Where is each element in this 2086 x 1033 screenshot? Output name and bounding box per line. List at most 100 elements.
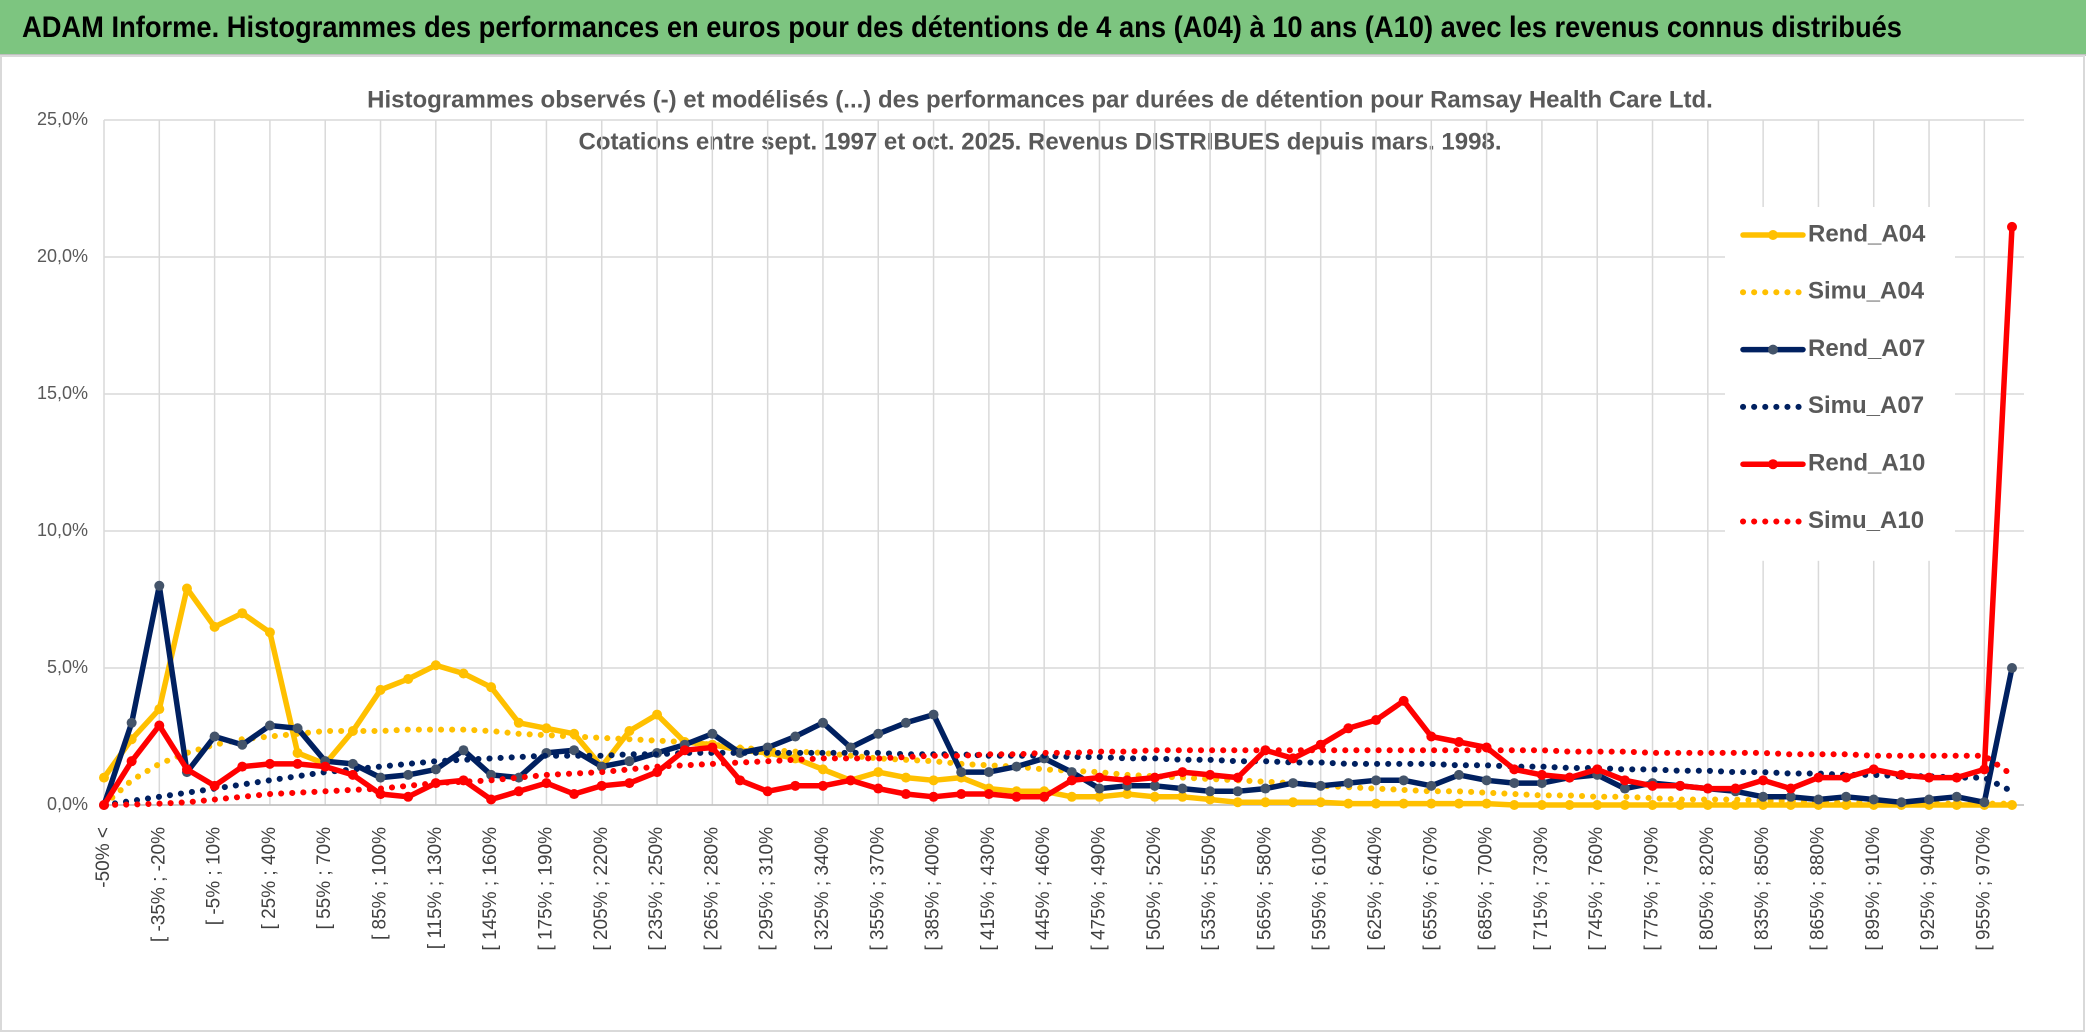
marker (679, 745, 690, 756)
marker (1896, 797, 1907, 808)
marker (154, 720, 165, 731)
x-tick-label: [ 415% ; 430% (978, 827, 999, 951)
marker (1951, 791, 1962, 802)
legend-box (1725, 207, 1955, 561)
marker (1371, 798, 1381, 809)
marker (1343, 778, 1354, 789)
marker (1758, 775, 1769, 786)
marker (1398, 695, 1409, 706)
marker (237, 608, 248, 619)
legend-label: Rend_A07 (1808, 335, 1925, 362)
x-tick-label: [ 175% ; 190% (535, 827, 556, 951)
marker (900, 772, 911, 783)
marker (596, 780, 607, 791)
marker (735, 775, 745, 786)
x-tick-label: [ 655% ; 670% (1420, 827, 1441, 951)
marker (403, 673, 414, 684)
marker (873, 728, 884, 739)
marker (1094, 783, 1105, 794)
marker (264, 627, 275, 638)
marker (1066, 775, 1077, 786)
marker (762, 786, 773, 797)
marker (347, 769, 358, 780)
marker (1426, 780, 1437, 791)
marker (1205, 794, 1216, 805)
marker (1094, 791, 1105, 802)
marker (1481, 798, 1492, 809)
marker (1205, 786, 1216, 797)
marker (624, 726, 635, 737)
model-line (101, 747, 2015, 808)
marker (1371, 715, 1381, 726)
marker (486, 682, 497, 693)
marker (1536, 800, 1547, 810)
x-tick-label: [ 445% ; 460% (1033, 827, 1054, 951)
marker (1011, 791, 1022, 802)
marker (569, 745, 580, 756)
observed-line (101, 224, 2015, 808)
x-tick-label: [ 925% ; 940% (1918, 827, 1939, 951)
x-tick-label: [ 865% ; 880% (1807, 827, 1828, 951)
marker (1288, 778, 1299, 789)
marker (403, 769, 414, 780)
marker (596, 761, 607, 772)
marker (762, 742, 773, 753)
marker (1951, 772, 1962, 783)
marker (209, 621, 220, 632)
marker (790, 780, 801, 791)
x-tick-label: [ -5% ; 10% (204, 827, 225, 925)
marker (1675, 800, 1686, 810)
marker (1232, 772, 1243, 783)
x-tick-label: [ 505% ; 520% (1144, 827, 1165, 951)
marker (486, 794, 497, 805)
marker (707, 742, 718, 753)
marker (403, 791, 414, 802)
marker (1149, 791, 1160, 802)
x-tick-label: [ 805% ; 820% (1697, 827, 1718, 951)
chart-subtitle: Cotations entre sept. 1997 et oct. 2025.… (578, 128, 1501, 155)
marker (181, 583, 192, 594)
marker (375, 789, 386, 800)
legend-marker (1768, 230, 1778, 240)
marker (1481, 775, 1492, 786)
x-tick-label: [ 895% ; 910% (1863, 827, 1884, 951)
y-tick-label: 20,0% (37, 246, 88, 266)
marker (817, 717, 828, 728)
marker (1149, 772, 1160, 783)
marker (237, 739, 248, 750)
marker (209, 731, 220, 742)
x-tick-label: [ 535% ; 550% (1199, 827, 1220, 951)
observed-line (101, 585, 2015, 808)
x-tick-label: [ 205% ; 220% (591, 827, 612, 951)
marker (624, 756, 635, 767)
marker (1232, 786, 1243, 797)
legend-marker (1768, 344, 1778, 355)
x-tick-label: [ 235% ; 250% (646, 827, 667, 951)
marker (1288, 753, 1299, 764)
marker (2007, 221, 2017, 232)
marker (1924, 794, 1935, 805)
x-tick-label: [ 325% ; 340% (812, 827, 833, 951)
marker (1758, 791, 1769, 802)
marker (1564, 800, 1575, 810)
marker (264, 758, 275, 769)
x-tick-label: [ 715% ; 730% (1531, 827, 1552, 951)
marker (707, 728, 718, 739)
x-tick-label: [ 385% ; 400% (923, 827, 944, 951)
marker (2007, 800, 2017, 810)
marker (624, 778, 635, 789)
observed-line (101, 583, 2015, 808)
x-tick-label: [ 55% ; 70% (314, 827, 335, 930)
marker (1509, 800, 1520, 810)
marker (1924, 772, 1935, 783)
legend-label: Rend_A10 (1808, 450, 1925, 477)
marker (652, 767, 663, 778)
marker (1453, 736, 1464, 747)
marker (1122, 775, 1133, 786)
marker (430, 660, 441, 671)
marker (1785, 783, 1796, 794)
marker (320, 761, 331, 772)
y-tick-label: 15,0% (37, 383, 88, 403)
x-tick-label: [ 775% ; 790% (1642, 827, 1663, 951)
